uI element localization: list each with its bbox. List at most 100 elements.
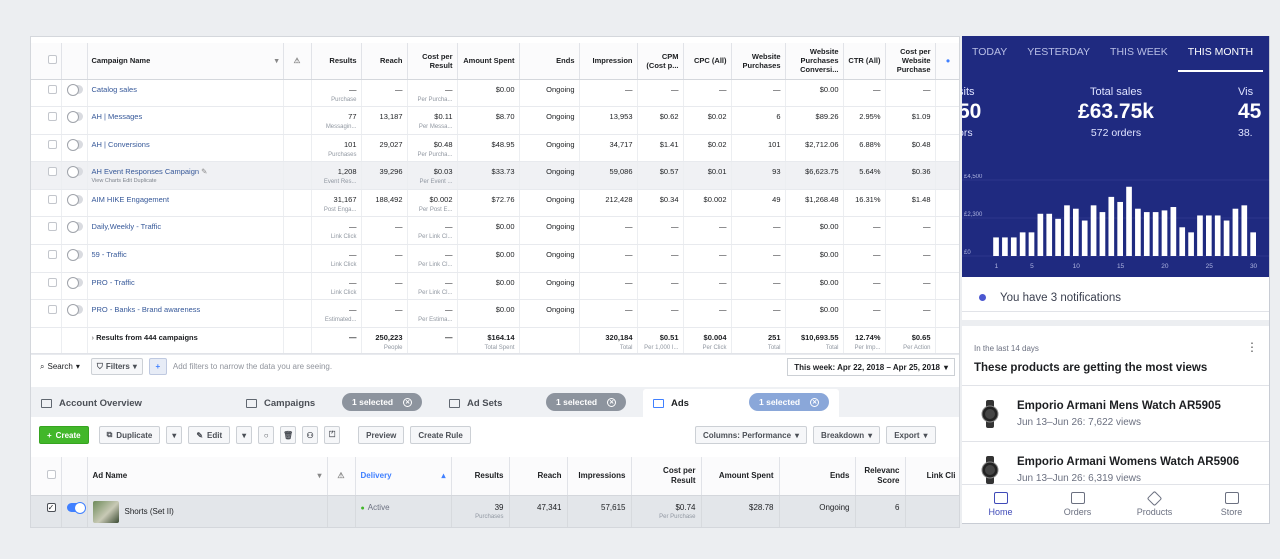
col-cpm[interactable]: CPM (Cost p... [637, 43, 684, 80]
ad-name[interactable]: Shorts (Set II) [124, 506, 174, 516]
row-toggle[interactable] [61, 299, 88, 328]
row-checkbox[interactable] [31, 79, 62, 108]
campaign-name-link[interactable]: AIM HIKE Engagement [91, 194, 170, 204]
nav-store[interactable]: Store [1193, 485, 1269, 523]
row-toggle[interactable] [61, 272, 88, 301]
tab-this-month[interactable]: THIS MONTH [1177, 46, 1264, 72]
clear-selection-icon[interactable]: ✕ [403, 397, 413, 407]
clear-selection-icon[interactable]: ✕ [810, 397, 820, 407]
col-amount-spent[interactable]: Amount Spent [457, 43, 520, 80]
export-button[interactable]: Export ▾ [886, 426, 936, 444]
col-ctr[interactable]: CTR (All) [843, 43, 886, 80]
add-filter-button[interactable]: + [148, 358, 167, 375]
row-checkbox[interactable] [31, 161, 62, 190]
select-all-checkbox[interactable] [31, 457, 62, 496]
tab-yesterday[interactable]: YESTERDAY [1027, 46, 1091, 58]
duplicate-button[interactable]: ⧉ Duplicate [98, 426, 161, 444]
col-reach[interactable]: Reach [509, 457, 568, 496]
notifications-row[interactable]: You have 3 notifications [962, 284, 1269, 312]
tab-campaigns[interactable]: Campaigns [236, 389, 441, 417]
table-row[interactable]: PRO - Traffic — Link Click — — Per Link Cl...… [31, 272, 959, 301]
create-rule-button[interactable]: Create Rule [410, 426, 471, 444]
table-row[interactable]: PRO - Banks - Brand awareness — Estimated.… [31, 299, 959, 328]
col-reach[interactable]: Reach [361, 43, 408, 80]
col-link-clicks[interactable]: Link Cli [905, 457, 959, 496]
col-cost-per-result[interactable]: Cost per Result [407, 43, 458, 80]
add-column-icon[interactable]: ● [935, 43, 959, 80]
preview-button[interactable]: Preview [358, 426, 405, 444]
select-all-checkbox[interactable] [31, 43, 62, 80]
table-row[interactable]: 59 - Traffic — Link Click — — Per Link Cl... $… [31, 244, 959, 273]
row-toggle[interactable] [61, 244, 88, 273]
tab-account-overview[interactable]: Account Overview [31, 389, 231, 417]
nav-products[interactable]: Products [1116, 485, 1193, 523]
table-row[interactable]: Catalog sales — Purchase — — Per Purcha... $0.… [31, 79, 959, 108]
row-toggle[interactable] [61, 161, 88, 190]
row-checkbox[interactable] [31, 216, 62, 246]
campaign-name-link[interactable]: PRO - Banks - Brand awareness [91, 305, 201, 315]
row-checkbox[interactable] [31, 272, 62, 301]
filters-button[interactable]: ⛉ Filters ▾ [90, 358, 143, 375]
tab-this-week[interactable]: THIS WEEK [1110, 46, 1168, 58]
breakdown-button[interactable]: Breakdown ▾ [813, 426, 881, 444]
col-amount-spent[interactable]: Amount Spent [701, 457, 780, 496]
col-impression[interactable]: Impression [579, 43, 638, 80]
delete-button[interactable]: 🗑 [280, 426, 297, 444]
col-website-purchases-conversion[interactable]: Website Purchases Conversi... [785, 43, 844, 80]
row-toggle[interactable] [61, 495, 88, 527]
more-options-icon[interactable]: ⋮ [1246, 340, 1258, 354]
row-toggle[interactable] [61, 106, 88, 135]
tag-button[interactable]: ⏍ [324, 426, 341, 444]
campaign-name-link[interactable]: PRO - Traffic [91, 277, 135, 287]
ads-selected-badge[interactable]: 1 selected ✕ [749, 393, 830, 411]
table-row[interactable]: ✓ Shorts (Set II) ● Active 39 Purchases 47… [31, 495, 959, 527]
col-ends[interactable]: Ends [779, 457, 856, 496]
row-actions[interactable]: View Charts Edit Duplicate [91, 178, 157, 185]
tab-today[interactable]: TODAY [972, 46, 1008, 58]
col-ends[interactable]: Ends [519, 43, 580, 80]
campaigns-selected-badge[interactable]: 1 selected ✕ [342, 393, 423, 411]
row-toggle[interactable] [61, 189, 88, 218]
col-impressions[interactable]: Impressions [567, 457, 632, 496]
search-button[interactable]: ⌕ Search ▾ [35, 358, 85, 375]
row-toggle[interactable] [61, 79, 88, 108]
campaign-name-link[interactable]: Catalog sales [91, 84, 137, 94]
col-cost-per-result[interactable]: Cost per Result [631, 457, 702, 496]
col-delivery[interactable]: Delivery ▴ [355, 457, 452, 496]
col-results[interactable]: Results [311, 43, 362, 80]
campaign-name-link[interactable]: AH Event Responses Campaign [91, 167, 200, 177]
pencil-icon[interactable]: ✎ [201, 167, 208, 177]
col-results[interactable]: Results [451, 457, 510, 496]
table-row[interactable]: Daily,Weekly - Traffic — Link Click — — Per L… [31, 216, 959, 246]
row-checkbox[interactable] [31, 299, 62, 328]
table-row[interactable]: AH | Conversions 101 Purchases 29,027 $0.48 P… [31, 134, 959, 163]
table-row[interactable]: AH | Messages 77 Messagin... 13,187 $0.11 Per… [31, 106, 959, 135]
edit-button[interactable]: ✎ Edit [188, 426, 231, 444]
table-row[interactable]: AH Event Responses Campaign ✎ View Charts… [31, 161, 959, 190]
row-checkbox[interactable] [31, 189, 62, 218]
col-ad-name[interactable]: Ad Name ▾ [87, 457, 328, 496]
columns-button[interactable]: Columns: Performance ▾ [695, 426, 808, 444]
clear-selection-icon[interactable]: ✕ [607, 397, 617, 407]
create-button[interactable]: + Create [39, 426, 89, 444]
list-item[interactable]: Emporio Armani Mens Watch AR5905 Jun 13–… [962, 385, 1269, 441]
col-cost-per-website-purchase[interactable]: Cost per Website Purchase [885, 43, 936, 80]
col-relevance-score[interactable]: Relevanc Score [855, 457, 906, 496]
adsets-selected-badge[interactable]: 1 selected ✕ [546, 393, 627, 411]
campaign-name-link[interactable]: Daily,Weekly - Traffic [91, 222, 162, 232]
campaign-name-link[interactable]: AH | Messages [91, 112, 143, 122]
nav-orders[interactable]: Orders [1039, 485, 1116, 523]
col-website-purchases[interactable]: Website Purchases [731, 43, 786, 80]
col-campaign-name[interactable]: Campaign Name ▾ [87, 43, 284, 80]
duplicate-dropdown[interactable]: ▾ [166, 426, 183, 444]
tab-ad-sets[interactable]: Ad Sets [439, 389, 639, 417]
expand-caret-icon[interactable]: › [91, 332, 95, 342]
table-row[interactable]: AIM HIKE Engagement 31,167 Post Enga... 188… [31, 189, 959, 218]
date-range-picker[interactable]: This week: Apr 22, 2018 – Apr 25, 2018 ▾ [787, 358, 955, 376]
list-item[interactable]: Emporio Armani Womens Watch AR5906 Jun 1… [962, 441, 1269, 497]
row-toggle[interactable] [61, 216, 88, 246]
ab-test-button[interactable]: ○ [258, 426, 275, 444]
audience-button[interactable]: ⚇ [302, 426, 319, 444]
campaign-name-link[interactable]: AH | Conversions [91, 139, 150, 149]
row-checkbox[interactable] [31, 134, 62, 163]
